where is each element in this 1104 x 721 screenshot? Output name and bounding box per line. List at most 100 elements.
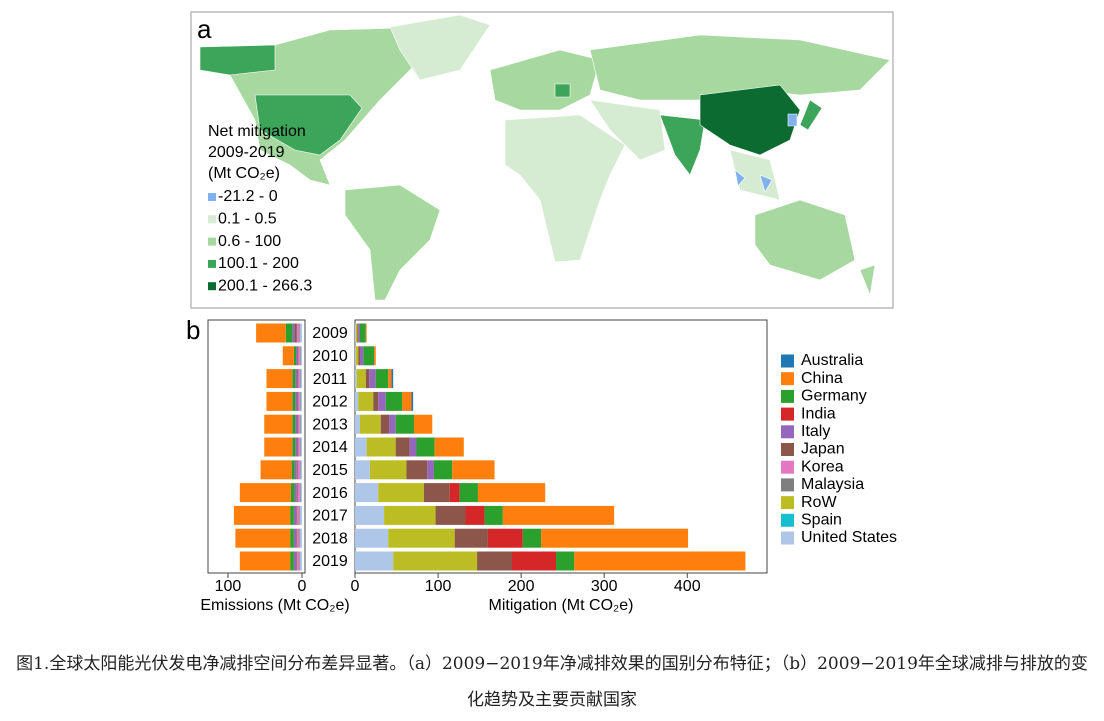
mitigation-bar bbox=[365, 323, 367, 343]
mitigation-bar bbox=[477, 551, 512, 571]
emission-bar bbox=[299, 483, 301, 503]
australia bbox=[754, 199, 856, 281]
emission-bar bbox=[285, 323, 293, 343]
legend-label: Italy bbox=[801, 423, 830, 440]
legend-label: Korea bbox=[801, 458, 844, 475]
mitigation-bar bbox=[355, 369, 357, 389]
legend-swatch bbox=[781, 496, 794, 510]
mitigation-bar bbox=[484, 505, 503, 525]
chart: a b Emissions (Mt CO₂e) Mitigation (Mt C… bbox=[186, 11, 897, 614]
philippines bbox=[759, 174, 773, 193]
emission-bar bbox=[298, 346, 300, 366]
emission-bar bbox=[298, 369, 300, 389]
emission-bar bbox=[296, 346, 298, 366]
legend-swatch bbox=[208, 282, 216, 291]
south-america bbox=[344, 184, 441, 301]
mitigation-bar bbox=[357, 323, 359, 343]
emission-bar bbox=[292, 323, 295, 343]
legend-label: -21.2 - 0 bbox=[218, 188, 278, 205]
legend-label: Japan bbox=[801, 441, 845, 458]
x-tick-label: 0 bbox=[351, 578, 360, 595]
emission-bar bbox=[299, 391, 301, 411]
emission-bar bbox=[296, 505, 297, 525]
legend-label: 0.1 - 0.5 bbox=[218, 211, 277, 228]
emission-bar bbox=[292, 391, 296, 411]
korea bbox=[787, 113, 798, 127]
legend-swatch bbox=[781, 372, 794, 386]
emission-bar bbox=[300, 414, 302, 434]
legend-swatch bbox=[781, 478, 794, 492]
emission-bar bbox=[297, 391, 299, 411]
mitigation-bar bbox=[406, 460, 428, 480]
emission-bar bbox=[296, 551, 300, 571]
mitigation-bar bbox=[487, 528, 523, 548]
mitigation-bar bbox=[378, 391, 386, 411]
x2-tick-label: 100 bbox=[215, 578, 242, 595]
mitigation-bar bbox=[511, 551, 557, 571]
mitigation-bar bbox=[355, 323, 358, 343]
mitigation-bar bbox=[454, 528, 488, 548]
legend-label: 100.1 - 200 bbox=[218, 255, 299, 272]
y-tick-label: 2009 bbox=[312, 325, 348, 342]
emission-bar bbox=[300, 460, 302, 480]
emission-bar bbox=[299, 369, 301, 389]
mitigation-bar bbox=[522, 528, 542, 548]
y-tick-label: 2018 bbox=[312, 530, 348, 547]
middle-east bbox=[589, 99, 666, 161]
emission-bar bbox=[297, 414, 299, 434]
y-tick-label: 2015 bbox=[312, 462, 348, 479]
africa bbox=[504, 114, 626, 263]
mitigation-bar bbox=[409, 437, 417, 457]
emission-bar bbox=[296, 483, 298, 503]
emission-bar bbox=[294, 483, 297, 503]
emission-bar bbox=[299, 460, 301, 480]
emission-bar bbox=[293, 505, 297, 525]
malaysia bbox=[734, 169, 746, 187]
emission-bar bbox=[290, 505, 294, 525]
russia bbox=[589, 34, 891, 101]
emission-bar bbox=[296, 460, 298, 480]
mitigation-bar bbox=[435, 505, 466, 525]
emission-bar bbox=[295, 414, 298, 434]
greenland bbox=[389, 14, 491, 81]
mitigation-bar bbox=[355, 323, 356, 343]
legend-swatch bbox=[208, 237, 216, 246]
europe bbox=[489, 49, 601, 111]
alaska bbox=[199, 44, 276, 76]
panel-label: a bbox=[197, 14, 212, 44]
legend-label: 0.6 - 100 bbox=[218, 233, 281, 250]
x2-tick-label: 0 bbox=[298, 578, 307, 595]
legend-swatch bbox=[781, 513, 794, 527]
emission-bar bbox=[266, 369, 293, 389]
legend-label: Australia bbox=[801, 352, 863, 369]
legend-label: China bbox=[801, 370, 843, 387]
legend-swatch bbox=[781, 407, 794, 421]
mitigation-bar bbox=[413, 414, 433, 434]
emission-bar bbox=[239, 551, 291, 571]
emission-bar bbox=[291, 460, 295, 480]
emission-bar bbox=[264, 414, 293, 434]
emission-bar bbox=[299, 323, 300, 343]
mitigation-bar bbox=[355, 528, 389, 548]
germany bbox=[554, 83, 571, 98]
legend-swatch bbox=[781, 460, 794, 474]
x2-axis-label: Emissions (Mt CO₂e) bbox=[200, 597, 349, 614]
mitigation-bar bbox=[423, 483, 450, 503]
mitigation-bar bbox=[355, 460, 370, 480]
x-tick-label: 100 bbox=[425, 578, 452, 595]
emission-bar bbox=[299, 323, 302, 343]
mitigation-bar bbox=[395, 414, 414, 434]
y-tick-label: 2019 bbox=[312, 553, 348, 570]
legend-label: Malaysia bbox=[801, 476, 864, 493]
mitigation-bar bbox=[385, 391, 403, 411]
x-axis-label: Mitigation (Mt CO₂e) bbox=[489, 597, 634, 614]
legend-label: Spain bbox=[801, 512, 842, 529]
india bbox=[659, 114, 706, 176]
mitigation-bar bbox=[359, 323, 366, 343]
x-tick-label: 200 bbox=[508, 578, 535, 595]
mitigation-bar bbox=[388, 528, 455, 548]
emission-bar bbox=[294, 460, 297, 480]
mitigation-bar bbox=[452, 460, 495, 480]
emission-bar bbox=[297, 460, 300, 480]
emission-bar bbox=[299, 528, 302, 548]
